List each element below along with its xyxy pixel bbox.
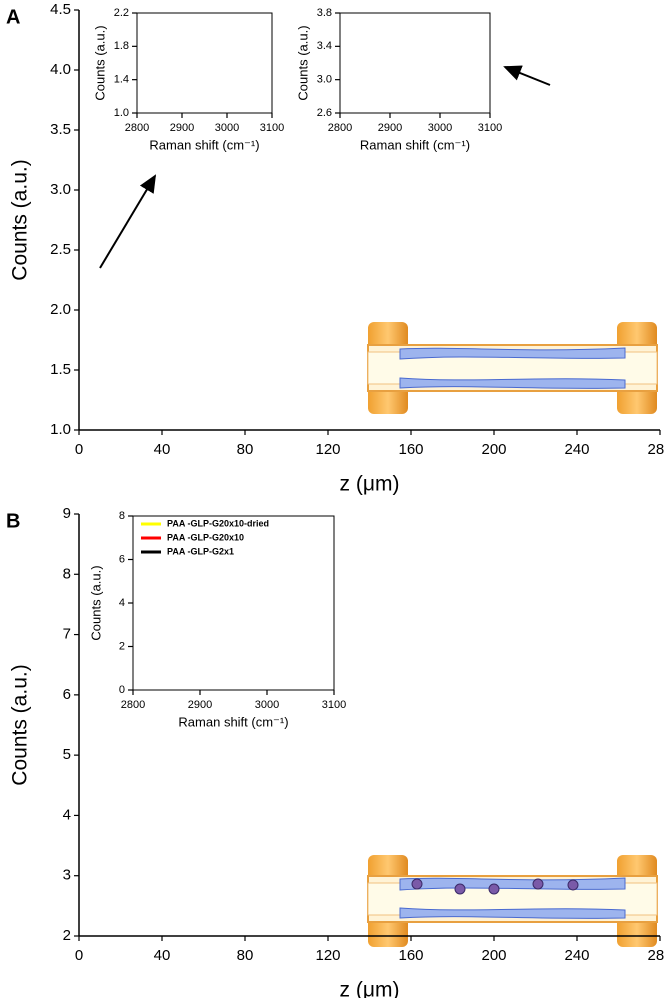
y-tick-label: 9 <box>63 505 71 522</box>
x-tick-label: 200 <box>481 947 506 964</box>
y-tick-label: 8 <box>119 510 125 522</box>
x-axis-label: Raman shift (cm⁻¹) <box>178 714 288 729</box>
y-tick-label: 0 <box>119 684 125 696</box>
y-tick-label: 2 <box>63 927 71 944</box>
y-tick-label: 6 <box>63 686 71 703</box>
x-tick-label: 2800 <box>121 699 145 711</box>
x-tick-label: 80 <box>237 947 254 964</box>
x-tick-label: 2900 <box>170 122 194 134</box>
y-tick-label: 5 <box>63 746 71 763</box>
y-tick-label: 2.2 <box>114 7 129 19</box>
y-tick-label: 1.5 <box>50 361 71 378</box>
y-tick-label: 2.6 <box>317 107 332 119</box>
x-axis-label: Raman shift (cm⁻¹) <box>149 137 259 152</box>
y-tick-label: 4.0 <box>50 61 71 78</box>
y-tick-label: 7 <box>63 626 71 643</box>
y-tick-label: 4.5 <box>50 1 71 18</box>
x-axis-label: z (μm) <box>340 979 400 998</box>
x-tick-label: 280 <box>647 947 664 964</box>
y-axis-label: Counts (a.u.) <box>9 159 32 280</box>
x-tick-label: 120 <box>315 441 340 458</box>
legend-label: PAA -GLP-G20x10-dried <box>167 518 269 528</box>
y-tick-label: 3.0 <box>317 74 332 86</box>
x-tick-label: 2800 <box>328 122 352 134</box>
y-tick-label: 3.4 <box>317 40 332 52</box>
x-tick-label: 0 <box>75 441 83 458</box>
y-tick-label: 2.0 <box>50 301 71 318</box>
cell-diagram <box>367 322 658 414</box>
y-tick-label: 3.5 <box>50 121 71 138</box>
y-tick-label: 2 <box>119 640 125 652</box>
x-tick-label: 120 <box>315 947 340 964</box>
x-tick-label: 240 <box>564 947 589 964</box>
x-axis-label: Raman shift (cm⁻¹) <box>360 137 470 152</box>
y-tick-label: 1.8 <box>114 40 129 52</box>
panel-label: A <box>6 6 20 28</box>
y-tick-label: 3.8 <box>317 7 332 19</box>
x-tick-label: 2800 <box>125 122 149 134</box>
y-tick-label: 6 <box>119 553 125 565</box>
arrow <box>503 65 551 86</box>
x-tick-label: 240 <box>564 441 589 458</box>
legend-label: PAA -GLP-G20x10 <box>167 532 244 542</box>
x-tick-label: 3000 <box>255 699 279 711</box>
cell-diagram <box>367 855 658 947</box>
panel-label: B <box>6 510 20 532</box>
y-tick-label: 4 <box>63 806 71 823</box>
arrow <box>99 174 157 269</box>
x-axis-label: z (μm) <box>340 473 400 496</box>
y-tick-label: 3.0 <box>50 181 71 198</box>
y-axis-label: Counts (a.u.) <box>88 565 103 640</box>
x-tick-label: 40 <box>154 441 171 458</box>
y-tick-label: 1.0 <box>50 421 71 438</box>
x-tick-label: 3000 <box>215 122 239 134</box>
plot-frame <box>339 12 491 114</box>
x-tick-label: 2900 <box>188 699 212 711</box>
x-tick-label: 3000 <box>428 122 452 134</box>
y-tick-label: 3 <box>63 867 71 884</box>
legend-label: PAA -GLP-G2x1 <box>167 546 234 556</box>
y-axis-label: Counts (a.u.) <box>92 25 107 100</box>
y-tick-label: 8 <box>63 565 71 582</box>
x-tick-label: 40 <box>154 947 171 964</box>
plot-frame <box>136 12 273 114</box>
x-tick-label: 80 <box>237 441 254 458</box>
y-tick-label: 4 <box>119 597 125 609</box>
y-tick-label: 1.0 <box>114 107 129 119</box>
x-tick-label: 3100 <box>260 122 284 134</box>
y-tick-label: 1.4 <box>114 74 129 86</box>
y-tick-label: 2.5 <box>50 241 71 258</box>
y-axis-label: Counts (a.u.) <box>295 25 310 100</box>
x-tick-label: 3100 <box>478 122 502 134</box>
x-tick-label: 0 <box>75 947 83 964</box>
x-tick-label: 280 <box>647 441 664 458</box>
y-axis-label: Counts (a.u.) <box>9 664 32 785</box>
x-tick-label: 200 <box>481 441 506 458</box>
plot-frame <box>132 515 335 691</box>
x-tick-label: 160 <box>398 441 423 458</box>
x-tick-label: 3100 <box>322 699 346 711</box>
x-tick-label: 2900 <box>378 122 402 134</box>
x-tick-label: 160 <box>398 947 423 964</box>
